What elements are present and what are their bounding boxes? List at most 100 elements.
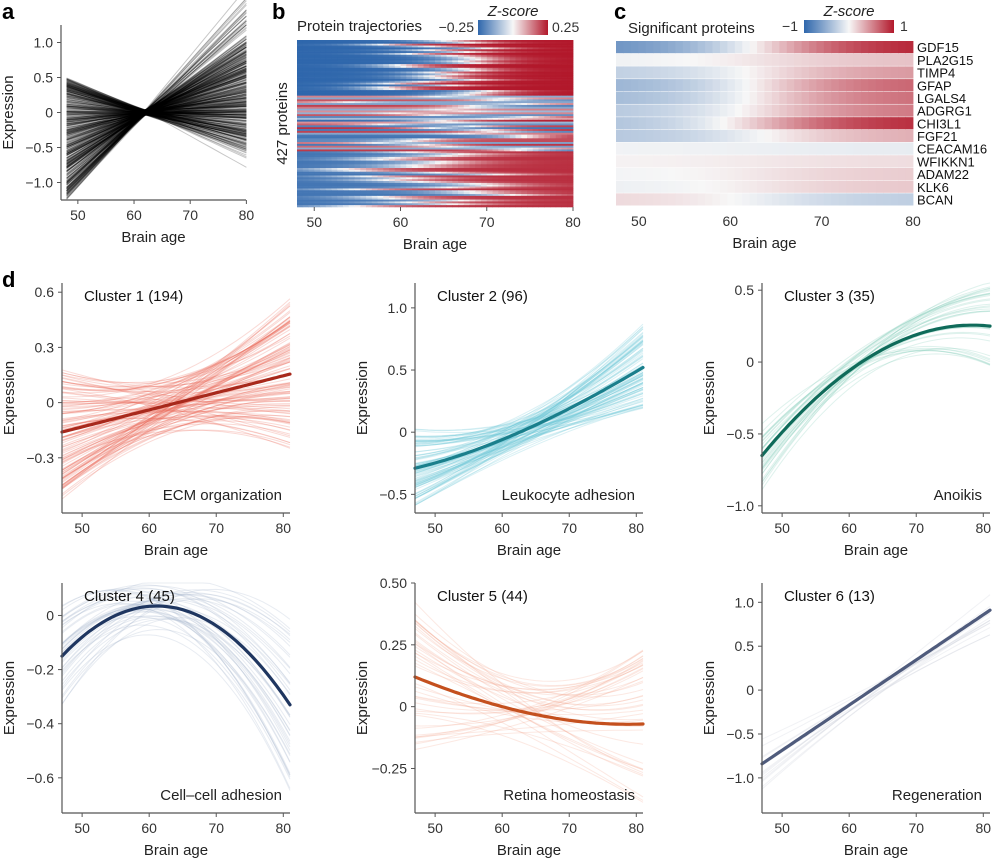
heatmap-cell [343,192,350,195]
heatmap-cell [331,194,338,197]
heatmap-cell [469,164,476,167]
heatmap-cell [532,47,539,50]
heatmap-cell [521,67,528,70]
heatmap-cell [377,64,384,67]
heatmap-cell [417,164,424,167]
heatmap-cell [417,127,424,130]
heatmap-cell [475,69,482,72]
heatmap-cell [302,179,309,182]
heatmap-cell [343,78,350,82]
heatmap-cell [532,86,539,89]
heatmap-cell [492,101,499,104]
heatmap-cell [320,181,327,184]
heatmap-cell [400,121,407,124]
trajectory-line [66,59,247,148]
trajectory-line [66,86,247,158]
heatmap-cell [481,75,488,78]
heatmap-cell [475,103,482,106]
heatmap-cell [423,149,430,152]
heatmap-cell [406,43,413,46]
heatmap-cell [504,140,511,143]
heatmap-cell [302,99,309,102]
heatmap-cell [567,138,574,141]
heatmap-cell [302,110,309,113]
heatmap-cell [504,86,511,89]
heatmap-cell [555,132,562,135]
heatmap-cell [567,123,574,126]
heatmap-cell [561,175,568,178]
heatmap-cell [486,119,493,122]
heatmap-cell [458,169,465,173]
heatmap-cell [394,197,401,200]
heatmap-cell [423,71,430,74]
heatmap-cell [475,177,482,180]
heatmap-cell [567,169,574,173]
heatmap-cell [469,205,476,208]
heatmap-cell [481,117,488,121]
heatmap-cell [331,201,338,204]
heatmap-cell [423,190,430,193]
heatmap-cell [486,175,493,178]
heatmap-cell [325,114,332,117]
heatmap-cell [348,175,355,178]
heatmap-cell [561,49,568,52]
heatmap-cell [348,186,355,189]
heatmap-cell [331,151,338,154]
heatmap-cell [366,181,373,184]
heatmap-cell [550,203,557,206]
heatmap-cell [515,138,522,141]
heatmap-cell [538,90,545,93]
heatmap-cell [452,106,459,109]
trajectory-line [66,84,247,122]
heatmap-cell [394,43,401,46]
heatmap-cell [538,177,545,180]
heatmap-cell [532,145,539,148]
heatmap-cell [555,130,562,134]
heatmap-cell [423,171,430,174]
heatmap-cell [314,97,321,100]
heatmap-cell [550,153,557,156]
heatmap-cell [504,49,511,52]
heatmap-cell [504,158,511,161]
trajectory-line [66,92,247,119]
heatmap-cell [348,117,355,121]
heatmap-cell [561,164,568,167]
heatmap-cell [348,62,355,65]
heatmap-cell [561,110,568,113]
heatmap-cell [377,101,384,104]
heatmap-cell [302,82,309,85]
colorbar-max-label: 0.25 [552,19,579,35]
heatmap-cell [561,40,568,43]
heatmap-cell [417,49,424,52]
heatmap-cell [423,45,430,48]
heatmap-cell [853,91,862,104]
heatmap-cell [377,69,384,72]
heatmap-cell [452,125,459,128]
heatmap-cell [406,194,413,197]
heatmap-cell [555,194,562,197]
heatmap-cell [423,119,430,122]
heatmap-cell [331,75,338,78]
heatmap-cell [521,143,528,147]
heatmap-cell [779,91,788,104]
trajectory-line [66,103,247,117]
heatmap-cell [320,188,327,191]
heatmap-cell [452,179,459,182]
heatmap-cell [481,82,488,85]
heatmap-cell [371,103,378,106]
heatmap-cell [515,177,522,180]
heatmap-cell [354,121,361,124]
heatmap-cell [486,116,493,119]
heatmap-cell [475,195,482,199]
heatmap-cell [550,117,557,121]
heatmap-cell [308,43,315,46]
heatmap-cell [561,166,568,169]
heatmap-cell [314,110,321,113]
heatmap-cell [504,103,511,106]
heatmap-cell [343,110,350,113]
heatmap-cell [360,127,367,130]
heatmap-cell [417,60,424,63]
heatmap-cell [320,106,327,109]
heatmap-cell [527,192,534,195]
trajectory-line [66,75,247,172]
